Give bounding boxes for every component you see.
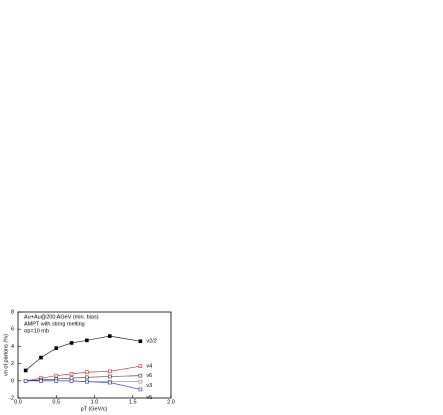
y-axis-label: vn of partons (%): [3, 334, 9, 376]
marker: [39, 378, 43, 383]
series-line: [25, 375, 141, 382]
series-line: [25, 365, 141, 382]
marker: [69, 341, 74, 345]
y-tick-label: 2: [11, 361, 14, 367]
marker: [85, 338, 89, 343]
marker: [138, 364, 143, 368]
marker: [108, 374, 112, 379]
x-tick-label: 1.5: [129, 399, 137, 405]
marker: [85, 370, 89, 375]
series-label: v2/2: [146, 339, 156, 345]
marker: [85, 379, 89, 384]
y-tick-label: 6: [11, 327, 14, 333]
y-tick-label: 4: [11, 344, 14, 350]
marker: [54, 373, 59, 378]
marker: [138, 373, 143, 378]
marker: [108, 380, 112, 385]
marker: [23, 378, 28, 383]
y-tick-label: 8: [11, 309, 14, 315]
marker: [138, 387, 143, 392]
series-label: v4: [146, 364, 152, 370]
marker: [138, 379, 143, 384]
marker: [108, 369, 112, 374]
marker: [108, 334, 112, 338]
series-label: v5: [146, 395, 152, 401]
marker: [69, 378, 74, 383]
series-line: [25, 335, 141, 371]
annotation: σp=10 mb: [24, 328, 49, 334]
series-label: v3: [146, 383, 152, 389]
y-tick-label: -2: [9, 395, 14, 401]
marker: [138, 339, 143, 344]
y-tick-label: 0: [11, 378, 14, 384]
annotation: Au+Au@200 AGeV (min. bias): [24, 314, 99, 320]
marker: [85, 375, 89, 380]
x-tick-label: 0.0: [14, 399, 22, 405]
series-line: [25, 380, 141, 390]
marker: [54, 378, 59, 383]
x-tick-label: 0.5: [52, 399, 60, 405]
marker: [23, 368, 28, 373]
x-tick-label: 1.0: [91, 399, 99, 405]
annotation: AMPT with string melting: [24, 321, 85, 327]
marker: [69, 372, 74, 376]
x-axis-label: pT (GeV/c): [81, 406, 108, 412]
series-label: v6: [146, 373, 152, 379]
marker: [54, 346, 59, 350]
marker: [39, 355, 43, 360]
x-tick-label: 2.0: [167, 399, 175, 405]
